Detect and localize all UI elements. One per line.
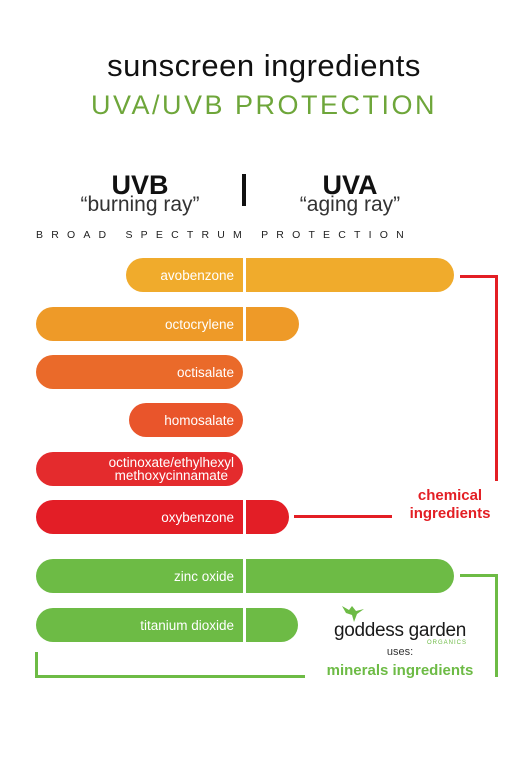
bar-oxybenzone: oxybenzone	[36, 500, 289, 534]
brand-block: goddess garden ORGANICS uses:	[325, 600, 475, 658]
mineral-bracket-vertical	[495, 574, 498, 677]
bar-label: octisalate	[176, 364, 234, 380]
mineral-bracket-top	[460, 574, 498, 577]
brand-subtitle: ORGANICS	[426, 640, 467, 646]
brand-uses-text: uses:	[386, 646, 414, 658]
bar-divider	[243, 500, 246, 534]
uvb-heading: UVB	[111, 170, 169, 200]
broad-spectrum-label: BROAD SPECTRUM PROTECTION	[36, 229, 412, 241]
chemical-bracket-vertical	[495, 275, 498, 481]
bar-octisalate: octisalate	[36, 355, 243, 389]
uva-uvb-divider	[242, 174, 246, 206]
bar-divider	[243, 608, 246, 642]
bar-label: homosalate	[164, 412, 234, 428]
brand-name: goddess garden	[333, 620, 467, 641]
bar-label: titanium dioxide	[140, 617, 234, 633]
mineral-bracket-bottom	[35, 675, 305, 678]
uva-heading: UVA	[322, 170, 378, 200]
bar-divider	[243, 307, 246, 341]
bar-zinc-oxide: zinc oxide	[36, 559, 454, 593]
bar-label: avobenzone	[160, 267, 234, 283]
page-title: sunscreen ingredients	[107, 48, 421, 83]
bar-avobenzone: avobenzone	[126, 258, 454, 292]
bar-homosalate: homosalate	[129, 403, 243, 437]
bar-divider	[243, 258, 246, 292]
minerals-ingredients-label: minerals ingredients	[326, 662, 474, 679]
bar-label: octocrylene	[164, 316, 234, 332]
bar-octinoxate: octinoxate/ethylhexyl methoxycinnamate	[36, 452, 243, 486]
bar-label: octinoxate/ethylhexyl methoxycinnamate	[108, 455, 234, 483]
bar-titanium-dioxide: titanium dioxide	[36, 608, 298, 642]
chemical-ingredients-label: chemical ingredients	[409, 487, 491, 522]
bar-divider	[243, 559, 246, 593]
bar-label: zinc oxide	[173, 568, 234, 584]
uvb-subheading: “burning ray”	[80, 193, 200, 216]
chemical-bracket-top	[460, 275, 498, 278]
bar-octocrylene: octocrylene	[36, 307, 299, 341]
mineral-bracket-left	[35, 652, 38, 677]
chemical-bracket-pointer	[294, 515, 392, 518]
page-subtitle: UVA/UVB PROTECTION	[90, 90, 438, 120]
hummingbird-logo-icon	[342, 606, 364, 622]
uva-subheading: “aging ray”	[299, 193, 401, 216]
bar-label: oxybenzone	[161, 509, 234, 525]
